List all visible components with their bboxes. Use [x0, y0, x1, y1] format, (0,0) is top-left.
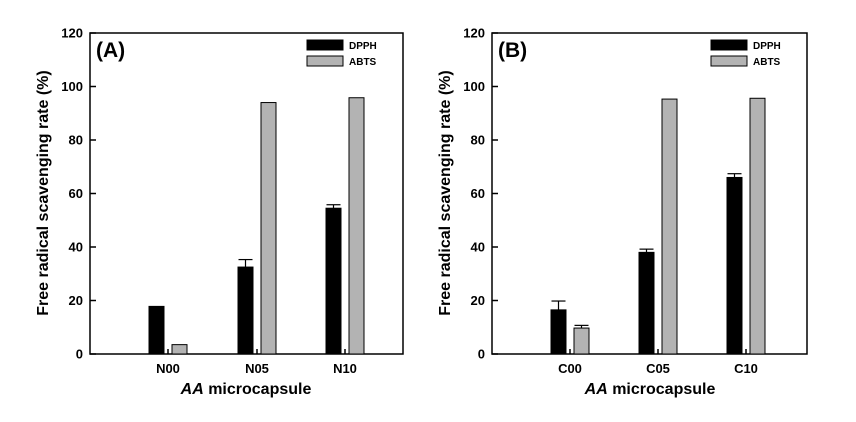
- bar-abts-c05: [661, 98, 678, 355]
- x-category-label: C05: [646, 361, 670, 376]
- legend-swatch-dpph: [710, 39, 748, 51]
- y-tick-label: 40: [471, 240, 485, 255]
- data-marks: [550, 97, 766, 355]
- panel-label: (B): [498, 39, 527, 62]
- x-axis-label-text: microcapsule: [204, 381, 312, 398]
- x-axis-label-italic: AA: [584, 381, 608, 398]
- y-tick-label: 120: [463, 26, 485, 41]
- bar-abts-c00: [573, 327, 590, 355]
- y-axis-ticks: 0 20 40 60 80 100 120: [61, 26, 96, 362]
- legend-swatch-abts: [710, 55, 748, 67]
- bar-abts-c10: [749, 97, 766, 355]
- x-axis-label: AA microcapsule: [180, 381, 312, 398]
- y-tick-label: 80: [69, 133, 83, 148]
- y-tick-label: 0: [76, 347, 83, 362]
- data-marks: [148, 97, 365, 355]
- x-category-label: N00: [156, 361, 180, 376]
- y-tick-label: 40: [69, 240, 83, 255]
- y-tick-label: 20: [471, 293, 485, 308]
- y-tick-label: 20: [69, 293, 83, 308]
- bar-abts-n00: [171, 344, 188, 355]
- legend-label-dpph: DPPH: [753, 41, 781, 52]
- x-category-label: N10: [333, 361, 357, 376]
- y-axis-ticks: 0 20 40 60 80 100 120: [463, 26, 498, 362]
- panel-label: (A): [96, 39, 125, 62]
- legend-swatch-abts: [306, 55, 344, 67]
- bar-dpph-c00: [550, 309, 567, 355]
- x-axis-categories: N00 N05 N10: [156, 349, 357, 376]
- legend-label-dpph: DPPH: [349, 41, 377, 52]
- y-tick-label: 120: [61, 26, 83, 41]
- y-axis-label: Free radical scavenging rate (%): [35, 70, 52, 315]
- legend: DPPH ABTS: [710, 39, 781, 68]
- y-tick-label: 100: [61, 79, 83, 94]
- legend-label-abts: ABTS: [349, 57, 377, 68]
- x-category-label: C10: [734, 361, 758, 376]
- legend-swatch-dpph: [306, 39, 344, 51]
- y-tick-label: 100: [463, 79, 485, 94]
- bar-abts-n10: [348, 97, 365, 355]
- bar-dpph-c10: [726, 176, 743, 355]
- y-axis-label: Free radical scavenging rate (%): [437, 70, 454, 315]
- y-tick-label: 80: [471, 133, 485, 148]
- legend-label-abts: ABTS: [753, 57, 781, 68]
- x-axis-label-text: microcapsule: [608, 381, 716, 398]
- bar-dpph-c05: [638, 251, 655, 355]
- x-category-label: N05: [245, 361, 269, 376]
- bar-dpph-n05: [237, 266, 254, 355]
- bar-dpph-n00: [148, 305, 165, 355]
- x-category-label: C00: [558, 361, 582, 376]
- x-axis-label-italic: AA: [180, 381, 204, 398]
- y-tick-label: 60: [69, 186, 83, 201]
- x-axis-categories: C00 C05 C10: [558, 349, 758, 376]
- bar-dpph-n10: [325, 207, 342, 355]
- x-axis-label: AA microcapsule: [584, 381, 716, 398]
- y-tick-label: 0: [478, 347, 485, 362]
- legend: DPPH ABTS: [306, 39, 377, 68]
- y-tick-label: 60: [471, 186, 485, 201]
- bar-abts-n05: [260, 102, 277, 355]
